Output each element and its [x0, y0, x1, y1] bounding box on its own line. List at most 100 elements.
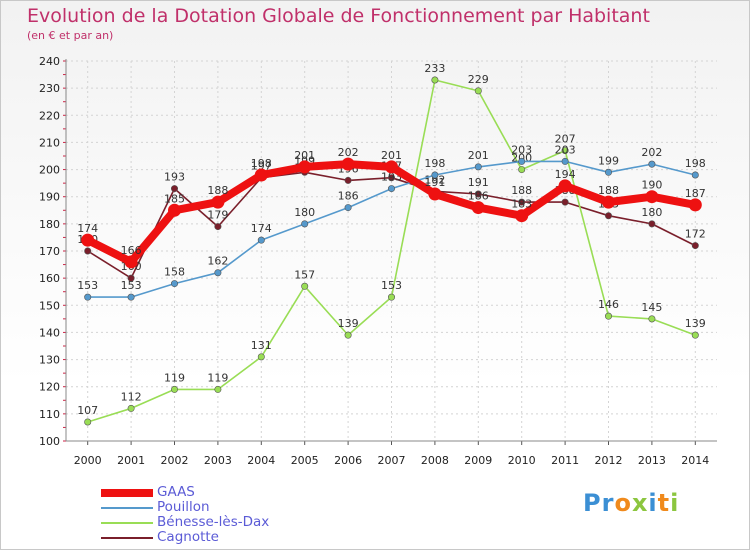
- data-label-pouillon: 153: [121, 279, 142, 292]
- data-point-pouillon: [257, 236, 265, 244]
- data-label-pouillon: 153: [77, 279, 98, 292]
- data-point-pouillon: [431, 171, 439, 179]
- y-tick-label: 230: [39, 82, 60, 95]
- data-label-benesse-les-dax: 229: [468, 73, 489, 86]
- data-label-pouillon: 198: [424, 157, 445, 170]
- data-point-gaas: [341, 157, 355, 171]
- legend-swatch: [101, 489, 153, 497]
- data-label-pouillon: 198: [685, 157, 706, 170]
- chart-title: Evolution de la Dotation Globale de Fonc…: [27, 5, 650, 27]
- data-label-pouillon: 203: [555, 143, 576, 156]
- data-label-gaas: 191: [424, 176, 445, 189]
- data-point-pouillon: [518, 157, 526, 165]
- data-point-benesse-les-dax: [127, 404, 135, 412]
- data-point-cagnotte: [648, 220, 656, 228]
- data-point-pouillon: [604, 168, 612, 176]
- data-point-gaas: [254, 168, 268, 182]
- y-tick-label: 150: [39, 299, 60, 312]
- logo-letter: i: [670, 489, 680, 517]
- y-tick-label: 240: [39, 55, 60, 68]
- data-label-gaas: 166: [121, 244, 142, 257]
- data-point-cagnotte: [171, 185, 179, 193]
- data-point-pouillon: [84, 293, 92, 301]
- data-label-cagnotte: 191: [468, 176, 489, 189]
- data-point-cagnotte: [127, 274, 135, 282]
- data-label-benesse-les-dax: 119: [207, 371, 228, 384]
- data-point-gaas: [124, 255, 138, 269]
- data-label-pouillon: 174: [251, 222, 272, 235]
- data-point-benesse-les-dax: [474, 87, 482, 95]
- data-point-pouillon: [561, 157, 569, 165]
- data-point-benesse-les-dax: [431, 76, 439, 84]
- data-point-gaas: [81, 233, 95, 247]
- data-point-pouillon: [127, 293, 135, 301]
- legend-label: GAAS: [157, 484, 195, 500]
- x-tick-label: 2001: [117, 454, 145, 467]
- legend-label: Cagnotte: [157, 529, 219, 545]
- logo-letter: o: [614, 489, 632, 517]
- data-point-gaas: [602, 195, 615, 209]
- x-tick-label: 2012: [595, 454, 623, 467]
- data-label-gaas: 174: [77, 222, 98, 235]
- x-tick-label: 2010: [508, 454, 536, 467]
- data-point-benesse-les-dax: [561, 147, 569, 155]
- y-tick-label: 110: [39, 408, 60, 421]
- data-point-cagnotte: [518, 198, 526, 206]
- y-tick-label: 190: [39, 191, 60, 204]
- y-tick-label: 140: [39, 326, 60, 339]
- data-point-pouillon: [344, 204, 352, 212]
- data-point-pouillon: [301, 220, 309, 228]
- data-point-pouillon: [387, 185, 395, 193]
- logo-letter: t: [657, 489, 671, 517]
- data-label-gaas: 190: [641, 179, 662, 192]
- y-tick-label: 100: [39, 435, 60, 448]
- data-point-gaas: [428, 187, 442, 201]
- data-point-cagnotte: [604, 212, 612, 220]
- data-label-benesse-les-dax: 157: [294, 268, 315, 281]
- data-label-gaas: 185: [164, 192, 185, 205]
- y-tick-label: 120: [39, 381, 60, 394]
- data-point-cagnotte: [474, 190, 482, 198]
- x-tick-label: 2004: [247, 454, 275, 467]
- x-tick-label: 2014: [681, 454, 709, 467]
- y-tick-label: 210: [39, 136, 60, 149]
- x-tick-label: 2011: [551, 454, 579, 467]
- data-label-benesse-les-dax: 207: [555, 133, 576, 146]
- legend: GAAS Pouillon Bénesse-lès-Dax Cagnotte: [101, 484, 361, 545]
- data-label-cagnotte: 188: [511, 184, 532, 197]
- data-point-gaas: [211, 195, 225, 209]
- legend-swatch: [101, 537, 153, 539]
- data-point-pouillon: [214, 269, 222, 277]
- data-label-cagnotte: 180: [641, 206, 662, 219]
- legend-item: GAAS: [101, 484, 361, 500]
- data-point-gaas: [558, 179, 572, 193]
- data-label-pouillon: 186: [338, 190, 359, 203]
- data-label-benesse-les-dax: 119: [164, 371, 185, 384]
- data-point-gaas: [471, 201, 485, 215]
- data-point-cagnotte: [84, 247, 92, 255]
- chart-subtitle: (en € et par an): [27, 29, 114, 42]
- data-label-cagnotte: 197: [251, 160, 272, 173]
- data-point-benesse-les-dax: [257, 353, 265, 361]
- data-label-gaas: 183: [511, 198, 532, 211]
- x-tick-label: 2007: [378, 454, 406, 467]
- data-label-cagnotte: 193: [164, 171, 185, 184]
- legend-swatch: [101, 522, 153, 524]
- data-point-gaas: [645, 190, 659, 204]
- y-tick-label: 170: [39, 245, 60, 258]
- data-point-benesse-les-dax: [344, 331, 352, 339]
- data-point-gaas: [515, 209, 529, 223]
- data-label-gaas: 201: [294, 149, 315, 162]
- data-point-gaas: [688, 198, 702, 212]
- data-point-pouillon: [474, 163, 482, 171]
- data-point-benesse-les-dax: [171, 385, 179, 393]
- data-point-cagnotte: [691, 242, 699, 250]
- data-label-gaas: 202: [338, 146, 359, 159]
- data-point-benesse-les-dax: [648, 315, 656, 323]
- legend-item: Bénesse-lès-Dax: [101, 514, 361, 530]
- data-label-pouillon: 201: [468, 149, 489, 162]
- data-label-gaas: 201: [381, 149, 402, 162]
- data-point-pouillon: [171, 280, 179, 288]
- legend-item: Pouillon: [101, 499, 361, 515]
